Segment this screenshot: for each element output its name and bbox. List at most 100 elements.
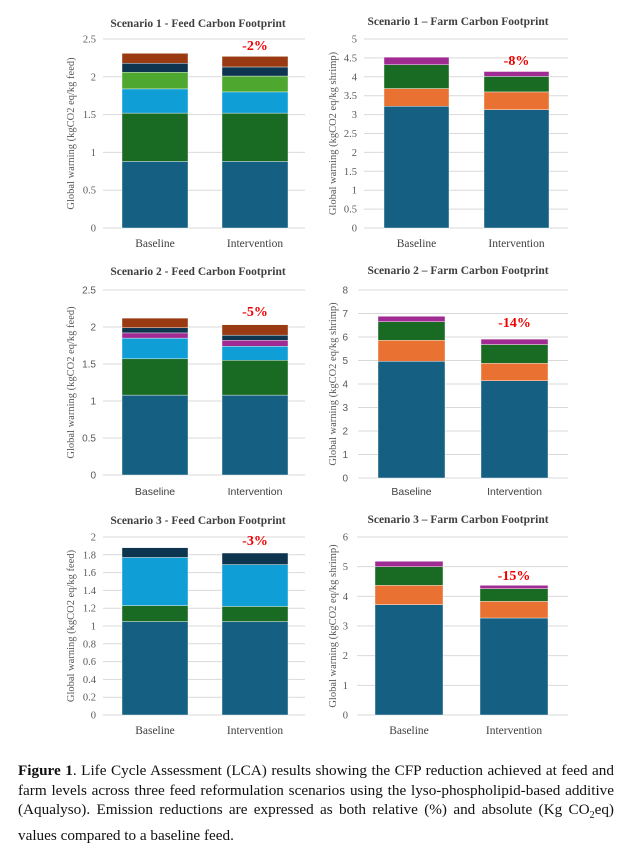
x-category-label: Intervention: [227, 238, 283, 250]
y-tick-label: 2: [352, 148, 357, 159]
y-tick-label: 0.2: [83, 693, 96, 704]
y-tick-label: 2.5: [83, 35, 96, 46]
y-tick-label: 5: [343, 562, 348, 573]
bar-segment-baseline-6: [121, 317, 189, 328]
x-category-label: Intervention: [487, 486, 542, 498]
bar-segment-intervention-4: [483, 71, 550, 77]
bar-segment-baseline-4: [121, 332, 189, 339]
bar-segment-intervention-2: [483, 91, 550, 110]
chart-title: Scenario 3 - Feed Carbon Footprint: [110, 515, 286, 527]
y-tick-label: 2: [91, 72, 96, 83]
y-tick-label: 7: [342, 309, 348, 320]
chart-s3-feed: 0 0.2 0.4 0.6 0.8 1 1.2 1.4 1.6 1.8 2 Scenario 3 - …: [66, 515, 305, 737]
bar-segment-intervention-4: [221, 75, 289, 93]
y-tick-label: 0.8: [83, 639, 96, 650]
bar-segment-intervention-1: [221, 394, 289, 476]
bar-segment-intervention-3: [221, 91, 289, 114]
bar-segment-intervention-5: [221, 66, 289, 77]
reduction-annotation: -8%: [504, 54, 530, 69]
y-tick-label: 3: [352, 110, 357, 121]
y-tick-label: 1: [91, 622, 96, 633]
bar-segment-intervention-2: [479, 601, 549, 619]
bar-segment-intervention-6: [221, 56, 289, 68]
reduction-annotation: -2%: [242, 39, 268, 54]
bar-segment-intervention-1: [483, 109, 550, 229]
bar-segment-baseline-1: [121, 161, 189, 229]
bar-segment-baseline-3: [377, 321, 446, 341]
x-category-label: Intervention: [228, 486, 283, 498]
bar-segment-intervention-4: [480, 338, 549, 345]
y-tick-label: 6: [343, 533, 348, 544]
caption-text: . Life Cycle Assessment (LCA) results sh…: [18, 762, 614, 819]
reduction-annotation: -15%: [498, 569, 531, 584]
x-category-label: Intervention: [488, 238, 544, 250]
chart-title: Scenario 3 – Farm Carbon Footprint: [367, 514, 548, 526]
bar-segment-baseline-3: [121, 557, 189, 606]
bar-segment-baseline-2: [121, 358, 189, 396]
x-category-label: Baseline: [389, 725, 429, 737]
bar-segment-intervention-3: [221, 346, 289, 361]
y-tick-label: 1: [342, 450, 348, 461]
x-category-label: Baseline: [135, 238, 175, 250]
reduction-annotation: -14%: [498, 316, 531, 331]
y-tick-label: 1.2: [83, 604, 96, 615]
bar-segment-intervention-6: [221, 324, 289, 336]
figure-charts: 0 0.5 1 1.5 2 2.5 Scenario 1 - Feed Carbon Foo…: [66, 16, 568, 737]
y-tick-label: 1.5: [83, 110, 96, 121]
bar-segment-baseline-1: [383, 106, 450, 229]
chart-s1-feed: 0 0.5 1 1.5 2 2.5 Scenario 1 - Feed Carbon Foo…: [66, 18, 305, 250]
y-tick-label: 1.5: [82, 360, 96, 371]
y-tick-label: 1.6: [83, 568, 96, 579]
y-tick-label: 0.5: [344, 205, 357, 216]
bar-segment-intervention-3: [479, 588, 549, 602]
bar-segment-baseline-6: [121, 53, 189, 64]
y-tick-label: 2: [90, 323, 96, 334]
x-category-label: Baseline: [391, 486, 431, 498]
chart-s1-farm: 0 0.5 1 1.5 2 2.5 3 3.5 4 4.5 5 Scenario 1 – Farm C…: [328, 16, 568, 250]
y-axis-label: Global warning (kgCO2 eq/kg shrimp): [328, 51, 339, 215]
y-tick-label: 3: [343, 622, 348, 633]
y-tick-label: 0.4: [83, 675, 97, 686]
bar-segment-baseline-1: [374, 604, 444, 716]
bar-segment-baseline-2: [374, 585, 444, 605]
bar-segment-baseline-3: [374, 566, 444, 586]
x-category-label: Baseline: [135, 725, 175, 737]
y-axis-label: Global warning (kgCO2 eq/kg shrimp): [328, 544, 339, 708]
bar-segment-baseline-3: [121, 88, 189, 114]
bar-segment-baseline-4: [374, 561, 444, 567]
y-tick-label: 3.5: [344, 91, 357, 102]
bar-segment-intervention-3: [221, 564, 289, 607]
y-tick-label: 4: [343, 592, 349, 603]
bar-segment-baseline-2: [121, 605, 189, 622]
bar-segment-intervention-1: [221, 621, 289, 716]
x-category-label: Intervention: [486, 725, 542, 737]
bar-segment-baseline-2: [377, 340, 446, 362]
y-tick-label: 1.8: [83, 550, 96, 561]
y-tick-label: 0: [91, 224, 96, 235]
y-tick-label: 0.6: [83, 657, 96, 668]
y-tick-label: 1.4: [83, 586, 97, 597]
bar-segment-intervention-4: [221, 340, 289, 347]
bar-segment-intervention-3: [483, 76, 550, 93]
y-tick-label: 0.5: [83, 186, 96, 197]
bar-segment-intervention-2: [480, 363, 549, 381]
y-tick-label: 4: [342, 380, 348, 391]
y-tick-label: 1: [91, 148, 96, 159]
caption-label: Figure 1: [18, 762, 73, 779]
y-tick-label: 0: [91, 711, 96, 722]
bar-segment-intervention-1: [221, 161, 289, 229]
y-tick-label: 3: [342, 403, 348, 414]
caption-text-end: eq) values compared to a baseline feed.: [18, 801, 614, 844]
bar-segment-baseline-4: [121, 547, 189, 558]
bar-segment-baseline-4: [383, 56, 450, 65]
y-tick-label: 1: [343, 681, 348, 692]
y-tick-label: 0.5: [82, 434, 96, 445]
y-axis-label: Global warning (kgCO2 eq/kg feed): [66, 306, 77, 459]
bar-segment-baseline-3: [121, 337, 189, 360]
y-tick-label: 4.5: [344, 53, 357, 64]
bar-segment-baseline-5: [121, 62, 189, 73]
chart-title: Scenario 1 - Feed Carbon Footprint: [110, 18, 286, 30]
y-tick-label: 8: [342, 286, 348, 297]
x-category-label: Baseline: [135, 486, 175, 498]
y-tick-label: 5: [352, 35, 357, 46]
